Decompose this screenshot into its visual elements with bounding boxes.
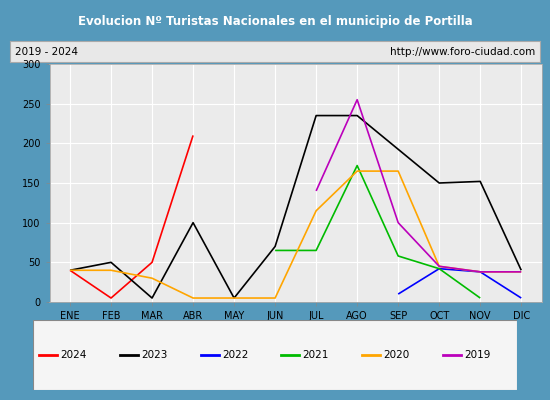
- Text: 2021: 2021: [302, 350, 329, 360]
- Text: 2019 - 2024: 2019 - 2024: [15, 47, 78, 57]
- Text: http://www.foro-ciudad.com: http://www.foro-ciudad.com: [389, 47, 535, 57]
- Text: 2024: 2024: [60, 350, 87, 360]
- Text: 2023: 2023: [141, 350, 167, 360]
- Text: 2022: 2022: [222, 350, 248, 360]
- Text: 2019: 2019: [464, 350, 490, 360]
- Text: Evolucion Nº Turistas Nacionales en el municipio de Portilla: Evolucion Nº Turistas Nacionales en el m…: [78, 14, 472, 28]
- Text: 2020: 2020: [383, 350, 409, 360]
